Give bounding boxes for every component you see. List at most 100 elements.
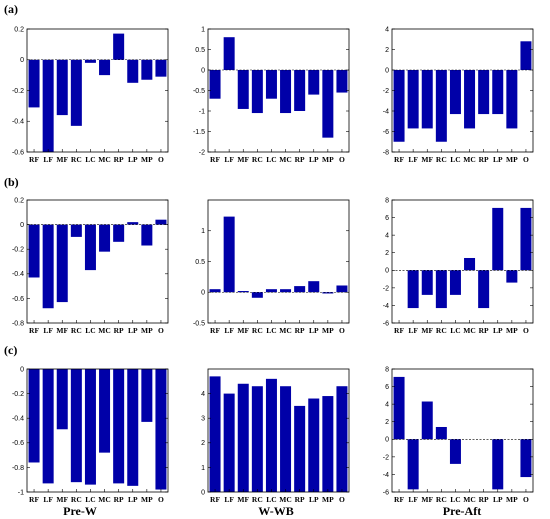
bar-lc xyxy=(265,378,277,492)
bar-lf xyxy=(407,270,419,309)
bar-lf xyxy=(223,393,235,492)
x-tick-label-rc: RC xyxy=(436,155,447,164)
y-tick-label: -4 xyxy=(383,472,389,479)
x-tick-label-o: O xyxy=(523,495,529,504)
x-tick-label-mc: MC xyxy=(463,495,476,504)
bar-rc xyxy=(70,59,82,126)
x-tick-label-mc: MC xyxy=(463,326,476,335)
x-tick-label-mf: MF xyxy=(56,326,68,335)
x-tick-label-lf: LF xyxy=(408,155,418,164)
x-tick-label-mp: MP xyxy=(141,326,153,335)
bar-rp xyxy=(113,33,125,60)
x-tick-label-mc: MC xyxy=(98,495,111,504)
y-tick-label: -8 xyxy=(383,149,389,156)
bar-chart-panel-9: -6 -4 -2 0 2 4 6 8 RF LF MF RC LC MC RP LP MP O xyxy=(383,366,534,504)
y-tick-label: -6 xyxy=(383,489,389,496)
bar-rp xyxy=(478,270,490,309)
bar-rp xyxy=(478,70,490,115)
y-tick-label: -0.8 xyxy=(12,465,24,472)
y-tick-label: 0 xyxy=(201,489,205,496)
plot-frame xyxy=(391,368,534,493)
x-tick-label-rc: RC xyxy=(252,495,263,504)
bar-mc xyxy=(280,386,292,492)
x-tick-label-lc: LC xyxy=(450,326,460,335)
x-tick-label-mc: MC xyxy=(463,155,476,164)
bar-mf xyxy=(237,383,249,492)
bar-rf xyxy=(393,70,405,142)
y-tick-label: -0.6 xyxy=(12,296,24,303)
x-tick-label-lc: LC xyxy=(85,495,95,504)
y-tick-label: 3 xyxy=(201,416,205,423)
x-tick-label-mp: MP xyxy=(322,495,334,504)
x-tick-label-rf: RF xyxy=(394,326,404,335)
y-tick-label: 6 xyxy=(385,384,389,391)
x-tick-label-lp: LP xyxy=(128,155,138,164)
x-tick-label-rp: RP xyxy=(479,326,489,335)
x-tick-label-lf: LF xyxy=(43,155,53,164)
y-tick-label: 1 xyxy=(201,26,205,33)
x-tick-label-mp: MP xyxy=(506,155,518,164)
y-tick-label: -4 xyxy=(383,303,389,310)
x-tick-label-mp: MP xyxy=(141,495,153,504)
bar-rc xyxy=(70,224,82,237)
bar-chart-panel-2: -2 -1.5 -1 -0.5 0 0.5 1 RF LF MF RC LC MC RP LP MP O xyxy=(193,26,350,164)
row-label-b: (b) xyxy=(4,175,19,189)
bar-rf xyxy=(209,70,221,99)
bar-rf xyxy=(28,369,40,463)
x-tick-label-mp: MP xyxy=(506,326,518,335)
x-tick-label-lc: LC xyxy=(266,155,276,164)
bar-lp xyxy=(127,222,139,225)
y-tick-label: 0.2 xyxy=(14,197,24,204)
bar-mc xyxy=(464,257,476,271)
plot-frame xyxy=(391,199,534,324)
bar-rf xyxy=(393,376,405,440)
x-tick-label-lp: LP xyxy=(309,326,319,335)
bar-mf xyxy=(56,224,68,303)
x-tick-label-mp: MP xyxy=(506,495,518,504)
y-tick-label: -1.5 xyxy=(193,129,205,136)
x-tick-label-mf: MF xyxy=(56,155,68,164)
bar-mc xyxy=(280,289,292,293)
row-label-a: (a) xyxy=(4,2,18,16)
x-tick-label-lc: LC xyxy=(450,495,460,504)
bar-rc xyxy=(70,369,82,483)
x-tick-label-rc: RC xyxy=(436,326,447,335)
x-tick-label-mc: MC xyxy=(98,326,111,335)
y-tick-label: 0 xyxy=(201,67,205,74)
bar-rp xyxy=(294,286,306,293)
bar-mf xyxy=(56,59,68,116)
x-tick-label-rp: RP xyxy=(295,495,305,504)
x-tick-label-rf: RF xyxy=(210,155,220,164)
x-tick-label-o: O xyxy=(339,155,345,164)
bar-lc xyxy=(449,439,461,464)
bar-chart-panel-5: -0.5 0 0.5 1 RF LF MF RC LC MC RP LP MP O xyxy=(193,199,350,335)
y-tick-label: 1 xyxy=(201,465,205,472)
y-tick-label: -0.5 xyxy=(193,320,205,327)
bar-rf xyxy=(28,59,40,108)
bar-lp xyxy=(492,207,504,271)
x-tick-label-lc: LC xyxy=(450,155,460,164)
bar-chart-panel-8: 0 1 2 3 4 RF LF MF RC LC MC RP LP MP O xyxy=(201,368,350,504)
bar-lc xyxy=(84,369,96,485)
y-tick-label: 0 xyxy=(201,290,205,297)
x-tick-label-rp: RP xyxy=(114,495,124,504)
bar-mc xyxy=(464,70,476,129)
bar-mf xyxy=(421,70,433,129)
plot-frame xyxy=(26,368,169,493)
bar-lp xyxy=(308,398,320,492)
bar-mp xyxy=(322,70,334,138)
x-tick-label-lf: LF xyxy=(408,326,418,335)
bar-rp xyxy=(113,224,125,242)
y-tick-label: 0 xyxy=(20,57,24,64)
bar-rc xyxy=(435,426,447,440)
bar-lf xyxy=(407,439,419,490)
x-tick-label-rf: RF xyxy=(210,495,220,504)
bar-lf xyxy=(42,59,54,152)
y-tick-label: 2 xyxy=(385,250,389,257)
y-tick-label: -2 xyxy=(383,454,389,461)
x-tick-label-mc: MC xyxy=(98,155,111,164)
x-tick-label-rc: RC xyxy=(252,326,263,335)
y-tick-label: 1 xyxy=(201,228,205,235)
x-tick-label-mp: MP xyxy=(322,326,334,335)
